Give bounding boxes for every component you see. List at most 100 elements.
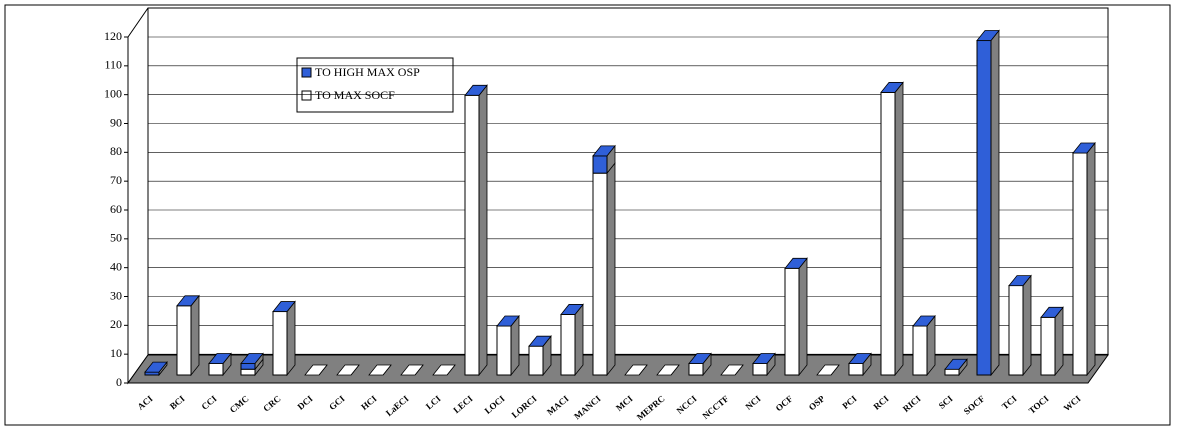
bar [880,91,896,376]
bar-top [624,364,648,376]
bar-side [894,81,904,377]
bar [848,362,864,376]
bar-top [240,353,264,364]
x-tick-label: LECI [451,393,475,415]
y-tick-label: 30 [110,288,122,302]
bar-top [1008,275,1032,287]
bar-top [784,257,808,269]
y-tick-label: 10 [110,346,122,360]
y-tick-label: 40 [110,259,122,273]
x-tick-label: TOCI [1027,393,1051,416]
x-tick-label: MEPRC [635,393,667,422]
bar [144,371,160,376]
bar-top [176,295,200,307]
bar-top [528,335,552,347]
x-tick-label: LCI [424,393,443,411]
bar-top [336,364,360,376]
bar-side [574,303,584,377]
bar-side [990,29,1000,377]
bar-side [1054,306,1064,377]
bar-top [368,364,392,376]
x-tick-label: HCI [359,393,379,412]
legend-swatch [301,67,312,78]
bar [912,325,928,376]
bar [784,267,800,376]
x-tick-label: NCCTF [700,393,731,421]
bar [240,368,256,376]
bar [592,172,608,376]
bar-top [976,30,1000,41]
x-tick-label: BCI [168,393,187,411]
x-tick-label: TCI [1000,393,1019,411]
bar-top [592,145,616,157]
bar [464,94,480,376]
bar-top [496,315,520,327]
bar-top [432,364,456,376]
y-tick-label: 50 [110,231,122,245]
x-tick-label: MANCI [572,393,603,421]
x-tick-label: LaECI [384,393,411,418]
bar [272,311,288,376]
legend-label: TO HIGH MAX OSP [315,65,420,79]
y-tick-label: 100 [104,86,122,100]
bar-top [144,361,168,373]
x-tick-label: PCI [840,393,859,411]
x-tick-label: MCI [614,393,635,413]
bar-top [688,353,712,364]
x-tick-label: OSP [807,393,827,412]
x-tick-label: DCI [296,393,315,412]
bar-top [816,364,840,376]
bar [1072,152,1088,376]
bar-top [720,364,744,376]
bar [688,362,704,376]
bar-side [1022,274,1032,377]
y-tick-label: 90 [110,115,122,129]
bar-top [272,301,296,312]
x-tick-label: LORCI [510,393,539,420]
bar-side [190,294,200,377]
x-tick-label: CMC [228,393,251,414]
bar-top [208,353,232,364]
x-tick-label: CRC [261,393,282,413]
bar-top [400,364,424,376]
bar [752,362,768,376]
bar-top [560,304,584,315]
bar-top [848,353,872,364]
x-tick-label: RICI [901,393,923,414]
x-tick-label: RCI [872,393,891,412]
bar-top [752,353,776,364]
y-tick-label: 60 [110,202,122,216]
x-tick-label: WCI [1062,393,1083,413]
x-tick-label: SCI [937,393,955,411]
bar [1008,285,1024,376]
y-tick-label: 80 [110,144,122,158]
bar [528,345,544,376]
bar-top [912,315,936,327]
x-tick-label: MACI [545,393,571,417]
legend-swatch [301,90,312,101]
bar-top [1072,142,1096,154]
bar [560,313,576,376]
bar [208,362,224,376]
bar [496,325,512,376]
bar-top [656,364,680,376]
x-tick-label: CCI [200,393,219,412]
y-tick-label: 0 [116,375,122,389]
bar-side [478,84,488,377]
bar-top [944,358,968,370]
bar-top [464,84,488,96]
x-tick-label: LOCI [483,393,507,416]
bar [944,368,960,376]
bar-side [286,300,296,377]
x-tick-label: OCF [774,393,795,413]
frame [4,4,1171,426]
legend-box [296,57,454,113]
x-tick-label: NCI [744,393,763,412]
bar [176,305,192,376]
y-tick-label: 70 [110,173,122,187]
x-tick-label: GCI [327,393,347,412]
bar [592,155,608,174]
y-tick-label: 20 [110,317,122,331]
bar-top [304,364,328,376]
